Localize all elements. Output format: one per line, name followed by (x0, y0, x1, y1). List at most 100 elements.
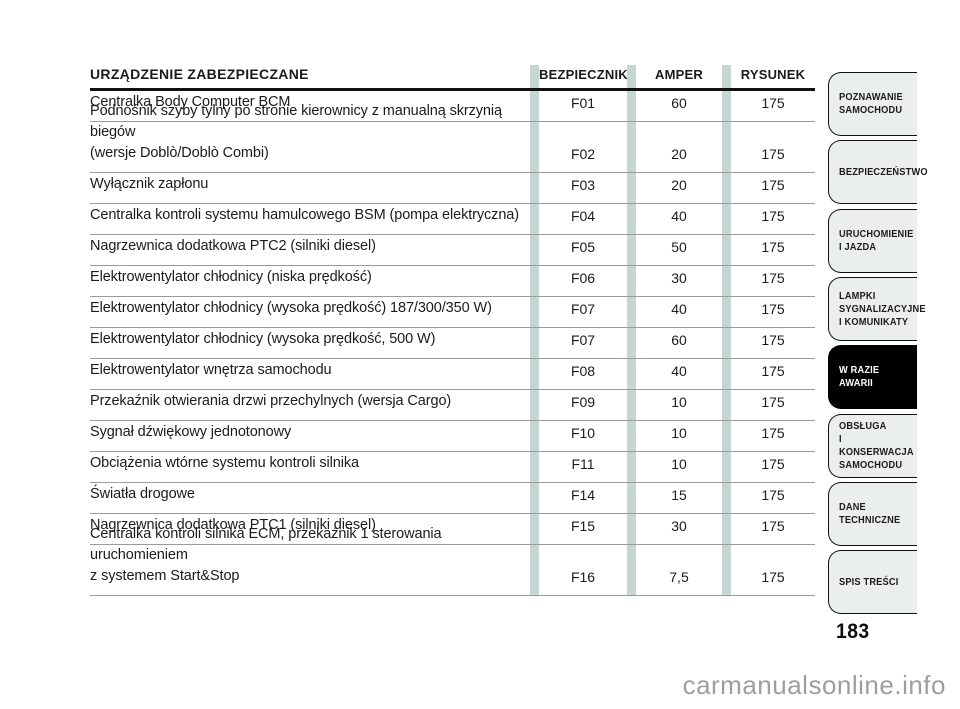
cell-fuse: F07 (570, 301, 596, 317)
sidebar-tab-label: SPIS TREŚCI (839, 575, 899, 588)
cell-device: Wyłącznik zapłonu (90, 176, 209, 192)
cell-amper: 10 (671, 456, 687, 472)
cell-amper: 20 (671, 177, 687, 193)
table-row: Elektrowentylator chłodnicy (wysoka pręd… (90, 328, 815, 359)
cell-rysunek: 175 (761, 332, 785, 348)
cell-rysunek: 175 (761, 239, 785, 255)
sidebar-tab-6: DANE TECHNICZNE (828, 482, 917, 546)
table-row: Obciążenia wtórne systemu kontroli silni… (90, 452, 815, 483)
table-row: Centralka kontroli systemu hamulcowego B… (90, 204, 815, 235)
cell-rysunek: 175 (761, 208, 785, 224)
cell-amper: 7,5 (669, 569, 689, 585)
sidebar-tab-2: URUCHOMIENIE I JAZDA (828, 209, 917, 273)
cell-fuse: F06 (570, 270, 596, 286)
cell-device: Elektrowentylator chłodnicy (niska prędk… (90, 269, 372, 285)
sidebar-tab-3: LAMPKI SYGNALIZACYJNE I KOMUNIKATY (828, 277, 925, 341)
cell-fuse: F04 (570, 208, 596, 224)
cell-device: Centralka Body Computer BCM (90, 94, 291, 110)
cell-device: Podnośnik szyby tylny po stronie kierown… (90, 103, 502, 161)
table-header-amper: AMPER (655, 67, 703, 82)
cell-device: Przekaźnik otwierania drzwi przechylnych… (90, 393, 452, 409)
cell-fuse: F03 (570, 177, 596, 193)
table-row: Podnośnik szyby tylny po stronie kierown… (90, 103, 815, 173)
cell-rysunek: 175 (761, 146, 785, 162)
column-divider-bar (627, 65, 636, 596)
cell-fuse: F08 (570, 363, 596, 379)
cell-device: Centralka kontroli systemu hamulcowego B… (90, 207, 519, 223)
cell-fuse: F14 (570, 487, 596, 503)
fuse-table-body: Centralka Body Computer BCM F01 60 175 P… (90, 91, 815, 596)
cell-device: Sygnał dźwiękowy jednotonowy (90, 424, 292, 440)
cell-amper: 50 (671, 239, 687, 255)
watermark-text: carmanualsonline.info (682, 670, 946, 700)
cell-amper: 15 (671, 487, 687, 503)
cell-device: Nagrzewnica dodatkowa PTC1 (silniki dies… (90, 517, 376, 533)
cell-amper: 40 (671, 363, 687, 379)
cell-fuse: F07 (570, 332, 596, 348)
table-row: Sygnał dźwiękowy jednotonowy F10 10 175 (90, 421, 815, 452)
fuse-table: URZĄDZENIE ZABEZPIECZANE BEZPIECZNIK AMP… (90, 62, 815, 596)
cell-rysunek: 175 (761, 301, 785, 317)
cell-fuse: F11 (571, 456, 595, 472)
table-row: Przekaźnik otwierania drzwi przechylnych… (90, 390, 815, 421)
cell-amper: 60 (671, 332, 687, 348)
table-row: Elektrowentylator chłodnicy (wysoka pręd… (90, 297, 815, 328)
table-row: Elektrowentylator chłodnicy (niska prędk… (90, 266, 815, 297)
cell-rysunek: 175 (761, 177, 785, 193)
cell-rysunek: 175 (761, 425, 785, 441)
table-header-rysunek: RYSUNEK (740, 67, 806, 82)
table-header-fuse: BEZPIECZNIK (539, 67, 628, 82)
cell-amper: 40 (671, 301, 687, 317)
cell-fuse: F15 (570, 518, 596, 534)
cell-rysunek: 175 (761, 569, 785, 585)
cell-rysunek: 175 (761, 95, 785, 111)
cell-fuse: F16 (570, 569, 596, 585)
cell-amper: 60 (671, 95, 687, 111)
cell-amper: 20 (671, 146, 687, 162)
sidebar-tab-label: W RAZIE AWARII (839, 364, 880, 389)
cell-fuse: F02 (570, 146, 596, 162)
cell-rysunek: 175 (761, 456, 785, 472)
table-row: Elektrowentylator wnętrza samochodu F08 … (90, 359, 815, 390)
table-row: Nagrzewnica dodatkowa PTC1 (silniki dies… (90, 514, 815, 545)
cell-rysunek: 175 (761, 487, 785, 503)
cell-amper: 40 (671, 208, 687, 224)
table-row: Centralka kontroli silnika ECM, przekaźn… (90, 526, 815, 596)
sidebar-tab-label: OBSŁUGA I KONSERWACJA SAMOCHODU (839, 420, 914, 471)
table-header-row: URZĄDZENIE ZABEZPIECZANE BEZPIECZNIK AMP… (90, 62, 815, 91)
cell-amper: 10 (671, 394, 687, 410)
cell-device: Obciążenia wtórne systemu kontroli silni… (90, 455, 359, 471)
cell-device: Nagrzewnica dodatkowa PTC2 (silniki dies… (90, 238, 376, 254)
cell-fuse: F05 (570, 239, 596, 255)
sidebar-tab-1: BEZPIECZEŃSTWO (828, 140, 928, 204)
sidebar-tab-label: BEZPIECZEŃSTWO (839, 165, 928, 178)
cell-fuse: F09 (570, 394, 596, 410)
sidebar-tab-4: W RAZIE AWARII (828, 345, 917, 409)
cell-amper: 30 (671, 270, 687, 286)
sidebar-tab-label: DANE TECHNICZNE (839, 501, 901, 526)
sidebar-tab-5: OBSŁUGA I KONSERWACJA SAMOCHODU (828, 414, 917, 478)
sidebar-tab-label: LAMPKI SYGNALIZACYJNE I KOMUNIKATY (839, 289, 926, 328)
column-divider-bar (722, 65, 731, 596)
table-row: Centralka Body Computer BCM F01 60 175 (90, 91, 815, 122)
table-row: Nagrzewnica dodatkowa PTC2 (silniki dies… (90, 235, 815, 266)
cell-rysunek: 175 (761, 518, 785, 534)
sidebar-tab-label: POZNAWANIE SAMOCHODU (839, 91, 903, 116)
column-divider-bar (530, 65, 539, 596)
table-header-device: URZĄDZENIE ZABEZPIECZANE (90, 66, 309, 82)
cell-amper: 30 (671, 518, 687, 534)
cell-amper: 10 (671, 425, 687, 441)
cell-device: Elektrowentylator wnętrza samochodu (90, 362, 332, 378)
table-row: Wyłącznik zapłonu F03 20 175 (90, 173, 815, 204)
cell-device: Elektrowentylator chłodnicy (wysoka pręd… (90, 331, 436, 347)
cell-device: Światła drogowe (90, 486, 195, 502)
cell-rysunek: 175 (761, 363, 785, 379)
page-number: 183 (836, 620, 870, 643)
cell-rysunek: 175 (761, 270, 785, 286)
sidebar-tab-label: URUCHOMIENIE I JAZDA (839, 228, 914, 253)
cell-fuse: F01 (570, 95, 596, 111)
cell-device: Elektrowentylator chłodnicy (wysoka pręd… (90, 300, 492, 316)
sidebar-tab-0: POZNAWANIE SAMOCHODU (828, 72, 917, 136)
cell-fuse: F10 (570, 425, 596, 441)
sidebar-tab-7: SPIS TREŚCI (828, 550, 917, 614)
